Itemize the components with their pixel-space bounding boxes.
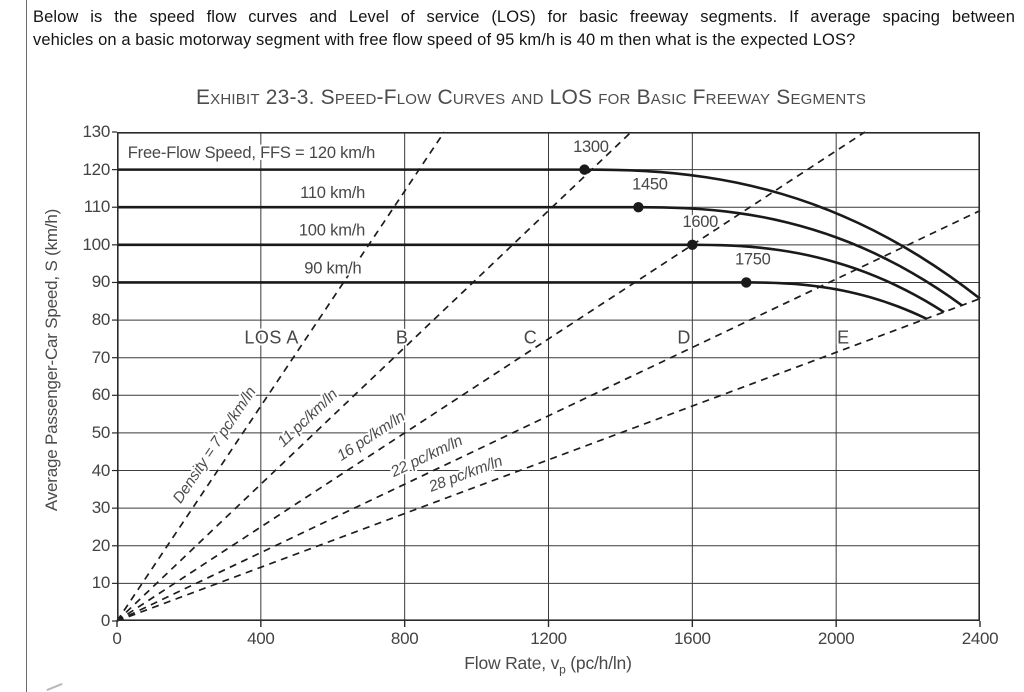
y-tick-label: 30 bbox=[91, 498, 111, 518]
x-tick-label: 400 bbox=[247, 629, 275, 648]
x-tick-label: 0 bbox=[112, 629, 122, 648]
y-tick-label: 130 bbox=[82, 122, 111, 141]
question-text: Below is the speed flow curves and Level… bbox=[33, 6, 1015, 51]
x-tick-label: 1600 bbox=[674, 629, 711, 648]
question-line-1: Below is the speed flow curves and Level… bbox=[33, 8, 1015, 26]
breakpoint-label: 1750 bbox=[735, 251, 771, 269]
y-tick-label: 100 bbox=[82, 234, 111, 254]
speed-flow-curve bbox=[117, 168, 981, 300]
x-axis-title: Flow Rate, vp (pc/h/ln) bbox=[398, 653, 698, 677]
speed-flow-curve bbox=[117, 205, 963, 307]
y-tick-label: 80 bbox=[91, 310, 111, 330]
chart-title: Exhibit 23-3. Speed-Flow Curves and LOS … bbox=[195, 86, 867, 109]
question-line-2: vehicles on a basic motorway segment wit… bbox=[33, 30, 856, 49]
x-axis-title-subscript: p bbox=[559, 662, 566, 677]
ffs-label: Free-Flow Speed, FFS = 120 km/h bbox=[128, 144, 375, 162]
los-region-label: LOS A bbox=[244, 327, 299, 347]
y-tick-label: 50 bbox=[91, 422, 111, 442]
y-tick-label: 0 bbox=[100, 611, 110, 630]
los-region-label: E bbox=[837, 327, 850, 347]
y-tick-label: 70 bbox=[91, 347, 111, 367]
y-tick-label: 10 bbox=[91, 573, 111, 593]
y-tick-label: 110 bbox=[83, 197, 111, 217]
plot-border bbox=[117, 132, 981, 621]
density-line bbox=[116, 297, 981, 622]
speed-flow-curve bbox=[117, 243, 945, 314]
y-tick-label: 120 bbox=[82, 159, 111, 179]
x-axis-title-prefix: Flow Rate, v bbox=[464, 653, 560, 673]
breakpoint-marker bbox=[741, 277, 752, 288]
breakpoint-label: 1450 bbox=[632, 175, 668, 193]
density-line bbox=[116, 209, 981, 622]
page-left-border bbox=[26, 0, 27, 692]
y-tick-label: 60 bbox=[91, 385, 111, 405]
ffs-label: 110 km/h bbox=[300, 184, 365, 202]
breakpoint-marker bbox=[633, 202, 644, 213]
density-label: Density = 7 pc/km/ln bbox=[170, 384, 260, 506]
ffs-label: 90 km/h bbox=[304, 259, 361, 277]
x-tick-label: 1200 bbox=[530, 629, 567, 648]
plot-area: 1300 1450 1600 1750 Free-Flow Speed, FFS = 1… bbox=[112, 131, 981, 627]
speed-flow-chart: 1300 1450 1600 1750 Free-Flow Speed, FFS = 1… bbox=[112, 131, 981, 627]
density-line bbox=[116, 131, 632, 622]
breakpoint-label: 1600 bbox=[682, 213, 718, 231]
ffs-label: 100 km/h bbox=[299, 222, 365, 240]
y-tick-label: 90 bbox=[91, 272, 111, 292]
stray-mark bbox=[46, 682, 63, 692]
breakpoint-marker bbox=[687, 239, 698, 251]
density-line bbox=[116, 131, 866, 622]
density-line bbox=[116, 131, 445, 622]
los-region-label: D bbox=[677, 327, 691, 347]
breakpoint-marker bbox=[579, 164, 590, 175]
speed-flow-curve bbox=[117, 281, 927, 320]
y-tick-label: 20 bbox=[91, 535, 111, 555]
y-tick-label: 40 bbox=[91, 460, 111, 480]
x-tick-label: 2400 bbox=[961, 629, 999, 648]
los-region-label: B bbox=[396, 327, 409, 347]
x-axis-title-suffix: (pc/h/ln) bbox=[565, 653, 632, 673]
x-tick-label: 2000 bbox=[817, 629, 855, 648]
density-label: 16 pc/km/ln bbox=[334, 408, 408, 464]
breakpoint-label: 1300 bbox=[573, 138, 609, 156]
los-region-label: C bbox=[524, 327, 538, 347]
x-tick-label: 800 bbox=[390, 629, 419, 648]
